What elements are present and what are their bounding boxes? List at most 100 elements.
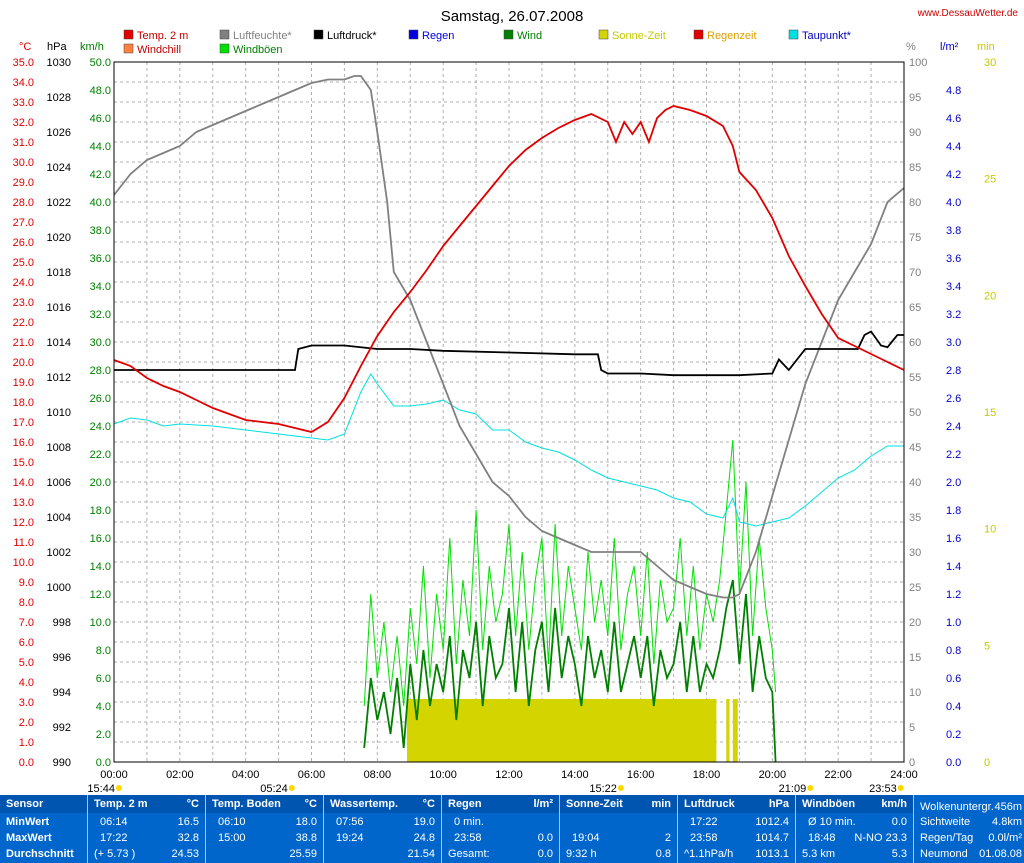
tick-temp: 16.0	[13, 437, 34, 449]
legend-label: Luftfeuchte*	[233, 30, 292, 42]
tick-rain: 3.2	[946, 309, 961, 321]
stat-avg-value: 0.0	[537, 848, 553, 860]
sun-icon	[288, 785, 295, 791]
tick-wind: 42.0	[90, 169, 111, 181]
stat-avg-value: 1013.1	[755, 848, 789, 860]
tick-wind: 38.0	[90, 225, 111, 237]
tick-wind: 4.0	[96, 701, 111, 713]
legend-swatch	[123, 29, 134, 40]
stat-min-value: 19.0	[413, 816, 435, 828]
tick-wind: 48.0	[90, 85, 111, 97]
stat-avg-value: 25.59	[289, 848, 317, 860]
tick-rain: 3.4	[946, 281, 961, 293]
tick-temp: 30.0	[13, 157, 34, 169]
tick-press: 1028	[47, 92, 71, 104]
tick-rain: 1.8	[946, 505, 961, 517]
stat-max-value: 24.8	[413, 832, 435, 844]
tick-rain: 3.8	[946, 225, 961, 237]
tick-min: 15	[984, 407, 996, 419]
stat-max-time: 18:48	[808, 832, 836, 844]
stat-max-value: 2	[664, 832, 671, 844]
marker-time: 05:24	[260, 783, 288, 795]
tick-time: 00:00	[100, 769, 128, 781]
misc-label: Neumond	[920, 848, 968, 860]
tick-min: 0	[984, 757, 990, 769]
tick-press: 1030	[47, 57, 71, 69]
tick-rain: 0.2	[946, 729, 961, 741]
tick-hum: 85	[909, 162, 921, 174]
tick-hum: 10	[909, 687, 921, 699]
tick-min: 10	[984, 524, 996, 536]
tick-wind: 32.0	[90, 309, 111, 321]
stats-col: Wassertemp. °C 07:56 19.0 19:24 24.8 21.54	[324, 795, 442, 863]
tick-temp: 34.0	[13, 77, 34, 89]
marker-time: 21:09	[779, 783, 807, 795]
sun-bar	[732, 699, 738, 762]
tick-temp: 24.0	[13, 277, 34, 289]
tick-hum: 25	[909, 582, 921, 594]
stats-col: Temp. 2 m °C 06:14 16.5 17:22 32.8 (+ 5.73 ) 24…	[88, 795, 206, 863]
label-avg: Durchschnitt	[6, 848, 74, 860]
tick-wind: 50.0	[90, 57, 111, 69]
tick-press: 1012	[47, 372, 71, 384]
stat-max-value: 38.8	[295, 832, 317, 844]
unit-min: min	[977, 41, 995, 53]
tick-hum: 75	[909, 232, 921, 244]
tick-hum: 65	[909, 302, 921, 314]
stats-col-title: Sonne-Zeit	[566, 798, 623, 810]
unit-press: hPa	[47, 41, 67, 53]
tick-wind: 6.0	[96, 673, 111, 685]
tick-press: 1024	[47, 162, 71, 174]
legend-swatch	[313, 29, 324, 40]
tick-hum: 30	[909, 547, 921, 559]
tick-time: 22:00	[824, 769, 852, 781]
stat-min-value: 16.5	[177, 816, 199, 828]
legend-label: Windchill	[137, 44, 181, 56]
stat-max-time: 17:22	[100, 832, 128, 844]
tick-hum: 45	[909, 442, 921, 454]
tick-temp: 33.0	[13, 97, 34, 109]
tick-wind: 46.0	[90, 113, 111, 125]
stat-avg-value: 5.3	[891, 848, 907, 860]
stat-max-value: 32.8	[177, 832, 199, 844]
stat-min-value: 18.0	[295, 816, 317, 828]
tick-temp: 23.0	[13, 297, 34, 309]
tick-time: 24:00	[890, 769, 918, 781]
tick-time: 18:00	[693, 769, 721, 781]
tick-rain: 4.8	[946, 85, 961, 97]
tick-wind: 8.0	[96, 645, 111, 657]
tick-press: 994	[53, 687, 71, 699]
tick-wind: 12.0	[90, 589, 111, 601]
series-line	[113, 75, 905, 599]
series-line	[114, 330, 904, 377]
tick-temp: 8.0	[19, 597, 34, 609]
stat-max-value: 0.0	[537, 832, 553, 844]
tick-temp: 11.0	[13, 537, 34, 549]
tick-wind: 16.0	[90, 533, 111, 545]
stats-table: Sensor MinWert MaxWert Durchschnitt Temp…	[0, 795, 1024, 863]
tick-press: 1020	[47, 232, 71, 244]
legend-label: Windböen	[233, 44, 283, 56]
tick-temp: 5.0	[19, 657, 34, 669]
axis-units: °C hPa km/h % l/m² min	[19, 41, 995, 53]
tick-min: 20	[984, 290, 996, 302]
tick-temp: 9.0	[19, 577, 34, 589]
data-series	[113, 75, 905, 763]
tick-wind: 40.0	[90, 197, 111, 209]
tick-time: 08:00	[364, 769, 392, 781]
tick-rain: 0.0	[946, 757, 961, 769]
site-link[interactable]: www.DessauWetter.de	[917, 8, 1019, 19]
tick-temp: 32.0	[13, 117, 34, 129]
misc-value: 456m	[994, 801, 1022, 813]
legend-label: Wind	[517, 30, 542, 42]
legend-swatch	[219, 43, 230, 54]
tick-temp: 27.0	[13, 217, 34, 229]
stat-min-value: 1012.4	[755, 816, 789, 828]
tick-press: 1008	[47, 442, 71, 454]
stats-col: Sonne-Zeit min 19:04 2 9:32 h 0.8	[560, 795, 678, 863]
legend-label: Regenzeit	[707, 30, 757, 42]
sun-bar	[406, 699, 717, 762]
tick-hum: 80	[909, 197, 921, 209]
tick-rain: 1.2	[946, 589, 961, 601]
tick-wind: 14.0	[90, 561, 111, 573]
